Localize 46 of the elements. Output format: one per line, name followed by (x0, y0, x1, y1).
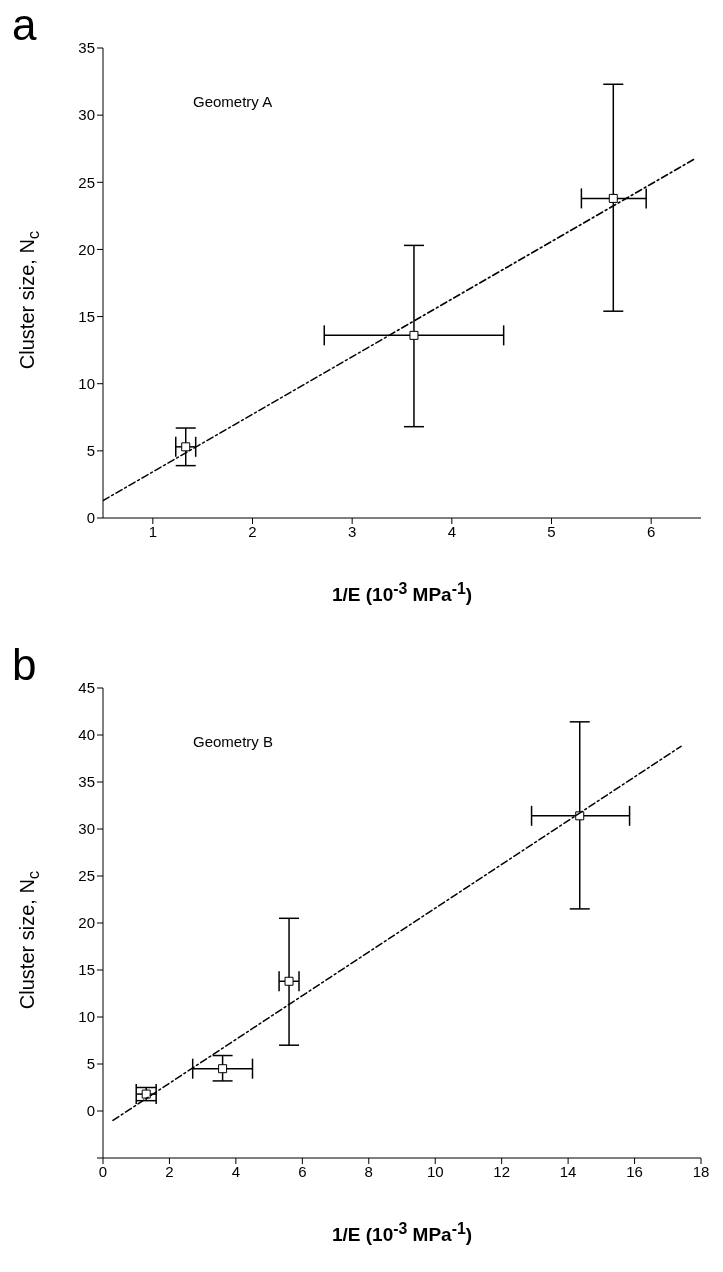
y-tick-label: 35 (78, 39, 95, 57)
x-tick-label: 18 (692, 1162, 710, 1180)
y-tick-label: 30 (78, 106, 95, 124)
annotation: Geometry B (193, 733, 274, 750)
y-tick-label: 0 (86, 509, 95, 527)
x-tick-label: 1 (148, 522, 158, 540)
point (409, 330, 419, 340)
x-tick-label: 2 (165, 1162, 174, 1180)
y-tick-label: 20 (78, 914, 95, 932)
x-axis-title: 1/E (10$^{-3}$ MPa$^{-1}$) (330, 1220, 474, 1247)
point (141, 1089, 151, 1099)
x-tick-label: 14 (559, 1162, 577, 1180)
y-tick-label: 25 (78, 173, 95, 191)
x-tick-label: 6 (646, 522, 656, 540)
y-tick-label: 5 (86, 442, 95, 460)
x-tick-label: 12 (493, 1162, 511, 1180)
y-tick-label: 40 (78, 726, 95, 744)
y-tick-label: 25 (78, 867, 95, 885)
point (608, 193, 618, 203)
x-tick-label: 6 (298, 1162, 307, 1180)
x-tick-label: 3 (347, 522, 357, 540)
chart-title: a (12, 0, 37, 50)
y-tick-label: 15 (78, 961, 95, 979)
point (284, 976, 294, 986)
y-tick-label: 30 (78, 820, 95, 838)
y-tick-label: 45 (78, 679, 95, 697)
y-tick-label: 5 (86, 1055, 95, 1073)
y-tick-label: 20 (78, 240, 95, 258)
point (218, 1064, 228, 1074)
chart-title: b (12, 640, 37, 690)
y-tick-label: 15 (78, 307, 95, 325)
x-tick-label: 10 (426, 1162, 444, 1180)
x-tick-label: 2 (248, 522, 257, 540)
y-tick-label: 35 (78, 773, 95, 791)
x-tick-label: 4 (447, 522, 457, 540)
x-tick-label: 4 (231, 1162, 241, 1180)
annotation: Geometry A (193, 93, 273, 110)
y-tick-label: 10 (78, 375, 95, 393)
x-axis-title: 1/E (10$^{-3}$ MPa$^{-1}$) (330, 580, 474, 607)
y-tick-label: 0 (86, 1102, 95, 1120)
x-tick-label: 0 (98, 1162, 108, 1180)
point (181, 442, 191, 452)
x-tick-label: 16 (626, 1162, 643, 1180)
y-tick-label: 10 (78, 1008, 95, 1026)
x-tick-label: 5 (547, 522, 556, 540)
x-tick-label: 8 (364, 1162, 373, 1180)
